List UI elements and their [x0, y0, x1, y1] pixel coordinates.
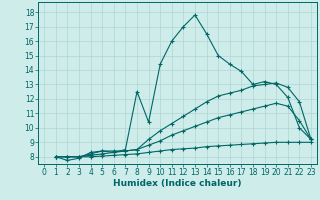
- X-axis label: Humidex (Indice chaleur): Humidex (Indice chaleur): [113, 179, 242, 188]
